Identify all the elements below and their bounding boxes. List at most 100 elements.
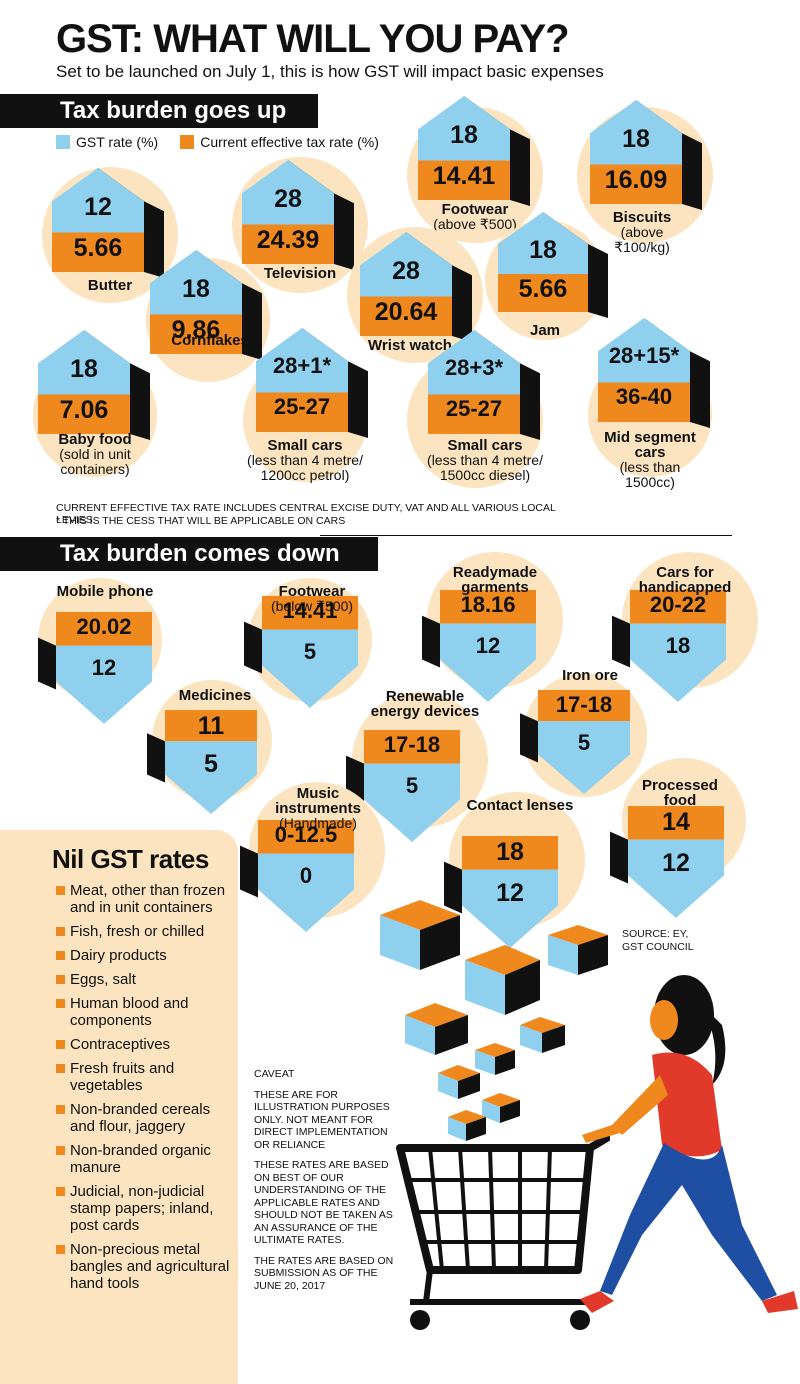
item-name: Cars for handicapped <box>638 564 732 596</box>
gst-rate-value: 12 <box>475 632 501 658</box>
gst-rate-value: 5 <box>577 729 591 755</box>
item-name: Small cars <box>447 437 523 454</box>
nil-gst-item: Non-branded cereals and flour, jaggery <box>56 1101 234 1135</box>
item-name: Cornflakes <box>171 332 249 349</box>
arrow-down-icon <box>610 806 724 918</box>
falling-box <box>475 1043 515 1075</box>
item-name: Medicines <box>178 687 252 704</box>
item-label: Cars for handicapped <box>635 565 735 595</box>
item-label: Renewable energy devices <box>360 689 490 719</box>
bullet-square-icon <box>56 1187 65 1196</box>
current-rate-value: 14.41 <box>432 161 496 190</box>
item-name: Baby food <box>58 431 132 448</box>
falling-box <box>520 1017 565 1053</box>
nil-gst-item: Non-precious metal bangles and agricultu… <box>56 1241 234 1292</box>
gst-rate-value: 18 <box>70 354 98 383</box>
arrow-down-icon <box>422 590 536 702</box>
page-subtitle: Set to be launched on July 1, this is ho… <box>56 62 604 81</box>
falling-box <box>548 925 608 975</box>
page-title: GST: WHAT WILL YOU PAY? <box>56 17 570 61</box>
bullet-square-icon <box>56 886 65 895</box>
item-label: Footwear (below ₹500) <box>262 584 362 614</box>
nil-gst-item-text: Fresh fruits and vegetables <box>70 1060 175 1094</box>
falling-box <box>482 1093 520 1123</box>
source-note: SOURCE: EY, GST COUNCIL <box>622 928 702 954</box>
gst-rate-value: 18 <box>450 120 478 149</box>
item-label: Mobile phone <box>55 584 155 599</box>
item-label: Biscuits (above ₹100/kg) <box>592 210 692 255</box>
arrow-down-icon <box>444 836 558 948</box>
item-label: Television <box>245 266 355 281</box>
bullet-square-icon <box>56 951 65 960</box>
item-name: Readymade garments <box>452 564 538 596</box>
item-label: Music instruments (Handmade) <box>258 786 378 831</box>
gst-rate-value: 12 <box>496 878 524 907</box>
arrow-down-icon <box>612 590 726 702</box>
nil-gst-item: Meat, other than frozen and in unit cont… <box>56 882 234 916</box>
caveat-p1: THESE ARE FOR ILLUSTRATION PURPOSES ONLY… <box>254 1088 390 1151</box>
house-up-icon <box>418 96 530 206</box>
current-rate-value: 25-27 <box>445 395 503 421</box>
current-rate-value: 9.86 <box>171 315 221 344</box>
nil-gst-item-text: Judicial, non-judicial stamp papers; inl… <box>70 1183 214 1234</box>
current-rate-value: 24.39 <box>256 225 320 254</box>
caveat-block: CAVEAT THESE ARE FOR ILLUSTRATION PURPOS… <box>254 1068 404 1300</box>
item-name: Small cars <box>267 437 343 454</box>
bullet-square-icon <box>56 1105 65 1114</box>
item-label: Wrist watch <box>355 338 465 353</box>
house-up-icon <box>38 330 150 440</box>
note-cess: * THIS IS THE CESS THAT WILL BE APPLICAB… <box>56 515 346 527</box>
nil-gst-item-text: Fish, fresh or chilled <box>70 923 205 940</box>
bullet-square-icon <box>56 1064 65 1073</box>
current-rate-value: 14.41 <box>282 598 338 624</box>
falling-box <box>448 1110 486 1141</box>
house-up-icon <box>498 212 608 318</box>
item-sub: (less than 4 metre/ 1200cc petrol) <box>247 452 363 483</box>
item-name: Mid segment cars <box>604 429 696 461</box>
house-up-icon <box>590 100 702 210</box>
house-up-icon <box>598 318 710 428</box>
current-rate-value: 20-22 <box>649 592 707 618</box>
item-name: Footwear <box>278 583 346 600</box>
nil-gst-item: Non-branded organic manure <box>56 1142 234 1176</box>
arrow-down-icon <box>346 730 460 842</box>
arrow-down-icon <box>240 820 354 932</box>
legend-current-label: Current effective tax rate (%) <box>200 134 379 150</box>
house-up-icon <box>52 168 164 278</box>
falling-box <box>465 945 540 1015</box>
nil-gst-heading: Nil GST rates <box>52 844 209 874</box>
item-sub: (above ₹500) <box>433 216 517 232</box>
item-label: Small cars (less than 4 metre/ 1200cc pet… <box>240 438 370 483</box>
nil-gst-item: Dairy products <box>56 947 234 964</box>
item-sub: (Handmade) <box>279 815 357 831</box>
current-rate-value: 17-18 <box>555 692 613 718</box>
falling-box <box>438 1065 480 1099</box>
nil-gst-item-text: Contraceptives <box>70 1036 171 1053</box>
source-text: SOURCE: EY, GST COUNCIL <box>622 928 694 953</box>
gst-rate-value: 28+1* <box>272 352 332 378</box>
bullet-square-icon <box>56 927 65 936</box>
gst-rate-value: 5 <box>204 749 218 778</box>
current-rate-value: 36-40 <box>615 383 673 409</box>
current-rate-value: 20.02 <box>76 614 132 640</box>
note-effective-rate: CURRENT EFFECTIVE TAX RATE INCLUDES CENT… <box>56 502 556 526</box>
house-up-icon <box>428 330 540 440</box>
legend: GST rate (%) Current effective tax rate … <box>56 134 379 150</box>
shopping-cart-illustration <box>396 1131 610 1330</box>
house-up-icon <box>256 328 368 438</box>
item-label: Footwear (above ₹500) <box>420 202 530 232</box>
divider <box>320 535 732 536</box>
arrow-down-icon <box>244 596 358 708</box>
bullet-square-icon <box>56 1245 65 1254</box>
item-sub: (sold in unit containers) <box>59 446 131 477</box>
current-rate-value: 18.16 <box>460 592 516 618</box>
item-label: Small cars (less than 4 metre/ 1500cc die… <box>420 438 550 483</box>
item-label: Processed food <box>630 778 730 808</box>
gst-rate-value: 28 <box>274 184 302 213</box>
legend-gst-swatch <box>56 135 70 149</box>
item-name: Contact lenses <box>466 797 574 814</box>
nil-gst-panel: Nil GST rates Meat, other than frozen an… <box>0 830 238 1384</box>
gst-rate-value: 28+15* <box>608 342 680 368</box>
nil-gst-item-text: Non-branded organic manure <box>70 1142 211 1176</box>
arrow-down-icon <box>520 690 630 794</box>
